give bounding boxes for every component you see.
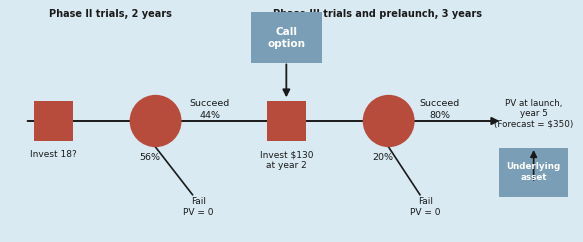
Text: Invest $130
at year 2: Invest $130 at year 2 [259,150,313,170]
FancyBboxPatch shape [267,101,306,141]
Text: Fail
PV = 0: Fail PV = 0 [410,197,441,217]
Text: Invest 18?: Invest 18? [30,150,76,159]
Text: Fail
PV = 0: Fail PV = 0 [183,197,213,217]
FancyBboxPatch shape [34,101,73,141]
Text: Succeed: Succeed [420,99,460,108]
Ellipse shape [129,95,181,147]
Text: 56%: 56% [139,153,160,162]
Ellipse shape [363,95,415,147]
FancyBboxPatch shape [499,148,568,197]
Text: Phase III trials and prelaunch, 3 years: Phase III trials and prelaunch, 3 years [273,9,482,19]
Text: 44%: 44% [199,111,220,120]
Text: Underlying
asset: Underlying asset [507,162,561,182]
Text: Phase II trials, 2 years: Phase II trials, 2 years [48,9,171,19]
Text: Succeed: Succeed [189,99,230,108]
Text: Call
option: Call option [268,27,305,49]
Text: 80%: 80% [429,111,450,120]
FancyBboxPatch shape [251,12,322,63]
Text: PV at launch,
year 5
(Forecast = $350): PV at launch, year 5 (Forecast = $350) [494,99,573,129]
Text: 20%: 20% [373,153,394,162]
